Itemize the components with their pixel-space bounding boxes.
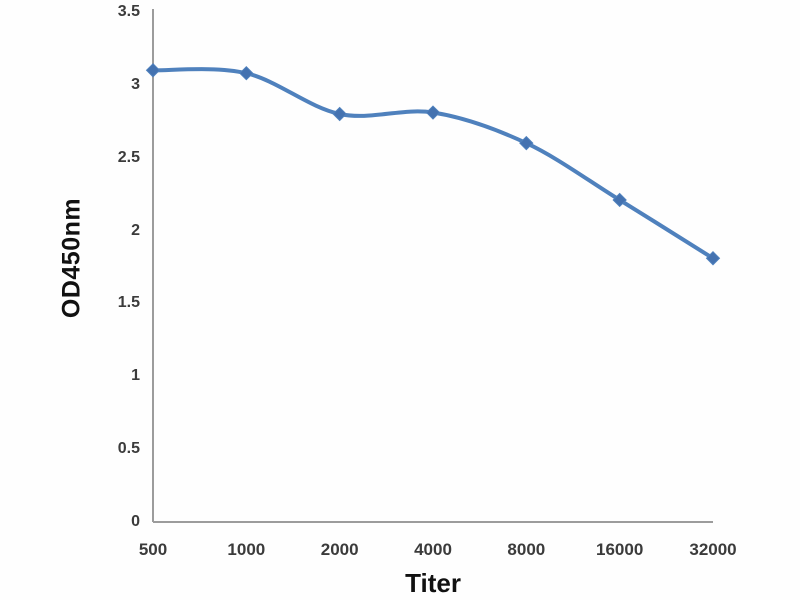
y-tick-label: 0 <box>131 513 140 530</box>
data-point-marker <box>425 105 441 120</box>
data-point-marker <box>239 65 254 81</box>
x-tick-label: 8000 <box>507 540 546 559</box>
x-tick-label: 4000 <box>414 540 452 559</box>
x-tick-label: 500 <box>138 540 168 559</box>
x-tick-label: 2000 <box>320 540 359 559</box>
y-tick-label: 1.5 <box>117 294 140 312</box>
x-tick-label: 32000 <box>689 540 737 559</box>
y-tick-label: 3 <box>131 75 140 93</box>
y-tick-label: 2 <box>131 221 140 239</box>
y-tick-label: 3.5 <box>117 3 140 20</box>
x-tick-label: 1000 <box>227 540 266 559</box>
y-tick-label: 2.5 <box>117 148 140 166</box>
y-axis-title: OD450nm <box>57 197 86 319</box>
data-point-marker <box>612 192 627 208</box>
x-tick-label: 16000 <box>596 540 644 559</box>
data-point-marker <box>519 135 534 151</box>
data-point-marker <box>705 251 721 266</box>
data-point-marker <box>332 106 347 122</box>
data-series-line <box>151 67 715 261</box>
x-axis-title: Titer <box>405 568 461 598</box>
data-point-marker <box>145 63 161 78</box>
y-tick-label: 0.5 <box>117 440 140 458</box>
y-tick-label: 1 <box>131 367 140 385</box>
